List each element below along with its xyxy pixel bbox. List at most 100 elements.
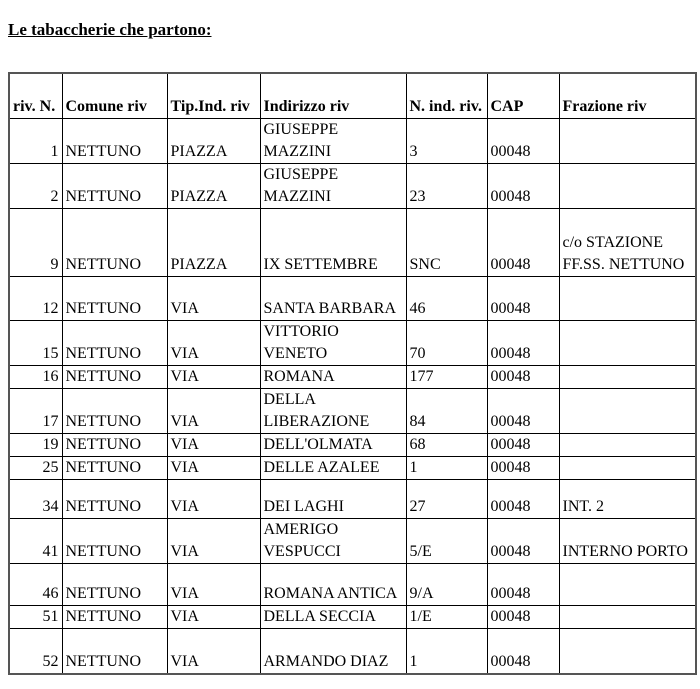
cell-frazione	[558, 563, 697, 606]
cell-indirizzo: DELLA LIBERAZIONE	[259, 388, 407, 434]
header-n-ind: N. ind. riv.	[405, 72, 488, 119]
header-indirizzo: Indirizzo riv	[259, 72, 407, 119]
cell-riv-number: 51	[8, 605, 63, 629]
cell-cap: 00048	[486, 518, 560, 564]
cell-numero-civico: 1	[405, 628, 488, 674]
cell-tipo-indirizzo: PIAZZA	[166, 208, 261, 277]
cell-tipo-indirizzo: PIAZZA	[166, 163, 261, 209]
cell-comune: NETTUNO	[61, 563, 168, 606]
cell-riv-number: 12	[8, 276, 63, 321]
cell-tipo-indirizzo: VIA	[166, 388, 261, 434]
cell-tipo-indirizzo: VIA	[166, 320, 261, 366]
cell-comune: NETTUNO	[61, 208, 168, 277]
header-comune: Comune riv	[61, 72, 168, 119]
cell-numero-civico: 1/E	[405, 605, 488, 629]
cell-numero-civico: 9/A	[405, 563, 488, 606]
cell-indirizzo: DELLA SECCIA	[259, 605, 407, 629]
table-row: 1 NETTUNO PIAZZA GIUSEPPE MAZZINI 3 00048	[8, 118, 697, 164]
cell-indirizzo: DELLE AZALEE	[259, 456, 407, 480]
cell-numero-civico: 70	[405, 320, 488, 366]
cell-indirizzo: ROMANA ANTICA	[259, 563, 407, 606]
table-row: 34 NETTUNO VIA DEI LAGHI 27 00048 INT. 2	[8, 479, 697, 519]
cell-tipo-indirizzo: VIA	[166, 276, 261, 321]
cell-indirizzo: ROMANA	[259, 365, 407, 389]
cell-riv-number: 52	[8, 628, 63, 674]
cell-tipo-indirizzo: VIA	[166, 365, 261, 389]
cell-tipo-indirizzo: VIA	[166, 518, 261, 564]
cell-tipo-indirizzo: VIA	[166, 479, 261, 519]
cell-tipo-indirizzo: VIA	[166, 456, 261, 480]
header-tip-ind: Tip.Ind. riv	[166, 72, 261, 119]
cell-cap: 00048	[486, 163, 560, 209]
cell-riv-number: 16	[8, 365, 63, 389]
cell-indirizzo: ARMANDO DIAZ	[259, 628, 407, 674]
cell-comune: NETTUNO	[61, 388, 168, 434]
cell-frazione	[558, 456, 697, 480]
cell-riv-number: 19	[8, 433, 63, 457]
cell-riv-number: 9	[8, 208, 63, 277]
cell-frazione	[558, 628, 697, 674]
cell-comune: NETTUNO	[61, 365, 168, 389]
table-row: 15 NETTUNO VIA VITTORIO VENETO 70 00048	[8, 320, 697, 366]
cell-comune: NETTUNO	[61, 276, 168, 321]
cell-indirizzo: AMERIGO VESPUCCI	[259, 518, 407, 564]
cell-riv-number: 17	[8, 388, 63, 434]
cell-tipo-indirizzo: PIAZZA	[166, 118, 261, 164]
table-row: 19 NETTUNO VIA DELL'OLMATA 68 00048	[8, 433, 697, 457]
cell-cap: 00048	[486, 479, 560, 519]
cell-cap: 00048	[486, 456, 560, 480]
cell-comune: NETTUNO	[61, 456, 168, 480]
cell-riv-number: 41	[8, 518, 63, 564]
cell-riv-number: 34	[8, 479, 63, 519]
cell-frazione	[558, 276, 697, 321]
cell-riv-number: 46	[8, 563, 63, 606]
cell-comune: NETTUNO	[61, 628, 168, 674]
cell-frazione: INTERNO PORTO	[558, 518, 697, 564]
cell-tipo-indirizzo: VIA	[166, 433, 261, 457]
cell-comune: NETTUNO	[61, 163, 168, 209]
cell-numero-civico: 177	[405, 365, 488, 389]
cell-frazione	[558, 320, 697, 366]
table-row: 2 NETTUNO PIAZZA GIUSEPPE MAZZINI 23 00048	[8, 163, 697, 209]
cell-indirizzo: DELL'OLMATA	[259, 433, 407, 457]
table-row: 25 NETTUNO VIA DELLE AZALEE 1 00048	[8, 456, 697, 480]
cell-indirizzo: DEI LAGHI	[259, 479, 407, 519]
cell-comune: NETTUNO	[61, 118, 168, 164]
cell-frazione	[558, 118, 697, 164]
table-row: 12 NETTUNO VIA SANTA BARBARA 46 00048	[8, 276, 697, 321]
cell-indirizzo: IX SETTEMBRE	[259, 208, 407, 277]
cell-numero-civico: 3	[405, 118, 488, 164]
cell-numero-civico: SNC	[405, 208, 488, 277]
table-body: 1 NETTUNO PIAZZA GIUSEPPE MAZZINI 3 00048 2 NET…	[8, 118, 697, 674]
cell-frazione	[558, 365, 697, 389]
table-row: 51 NETTUNO VIA DELLA SECCIA 1/E 00048	[8, 605, 697, 629]
cell-riv-number: 1	[8, 118, 63, 164]
table-header-row: riv. N. Comune riv Tip.Ind. riv Indirizz…	[8, 72, 697, 119]
cell-cap: 00048	[486, 605, 560, 629]
cell-comune: NETTUNO	[61, 320, 168, 366]
tobacco-shops-table: riv. N. Comune riv Tip.Ind. riv Indirizz…	[8, 72, 697, 675]
cell-indirizzo: VITTORIO VENETO	[259, 320, 407, 366]
table-row: 16 NETTUNO VIA ROMANA 177 00048	[8, 365, 697, 389]
cell-frazione	[558, 388, 697, 434]
cell-indirizzo: GIUSEPPE MAZZINI	[259, 163, 407, 209]
cell-comune: NETTUNO	[61, 605, 168, 629]
header-frazione: Frazione riv	[558, 72, 697, 119]
cell-numero-civico: 1	[405, 456, 488, 480]
table-row: 52 NETTUNO VIA ARMANDO DIAZ 1 00048	[8, 628, 697, 674]
cell-frazione: c/o STAZIONE FF.SS. NETTUNO	[558, 208, 697, 277]
table-row: 41 NETTUNO VIA AMERIGO VESPUCCI 5/E 00048 INTE…	[8, 518, 697, 564]
cell-frazione	[558, 433, 697, 457]
cell-numero-civico: 84	[405, 388, 488, 434]
cell-cap: 00048	[486, 433, 560, 457]
cell-cap: 00048	[486, 320, 560, 366]
cell-frazione	[558, 605, 697, 629]
cell-cap: 00048	[486, 563, 560, 606]
table-row: 17 NETTUNO VIA DELLA LIBERAZIONE 84 00048	[8, 388, 697, 434]
cell-numero-civico: 68	[405, 433, 488, 457]
cell-numero-civico: 5/E	[405, 518, 488, 564]
cell-riv-number: 15	[8, 320, 63, 366]
cell-comune: NETTUNO	[61, 518, 168, 564]
cell-indirizzo: SANTA BARBARA	[259, 276, 407, 321]
cell-riv-number: 25	[8, 456, 63, 480]
